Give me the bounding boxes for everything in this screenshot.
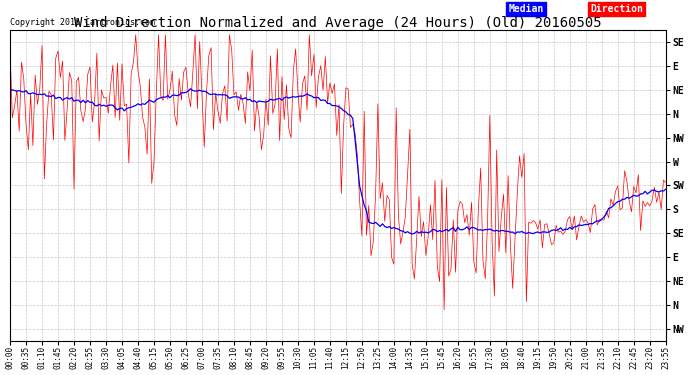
- Text: Copyright 2016 Cartronics.com: Copyright 2016 Cartronics.com: [10, 18, 155, 27]
- Text: Median: Median: [509, 4, 544, 14]
- Text: Direction: Direction: [591, 4, 643, 14]
- Title: Wind Direction Normalized and Average (24 Hours) (Old) 20160505: Wind Direction Normalized and Average (2…: [74, 16, 602, 30]
